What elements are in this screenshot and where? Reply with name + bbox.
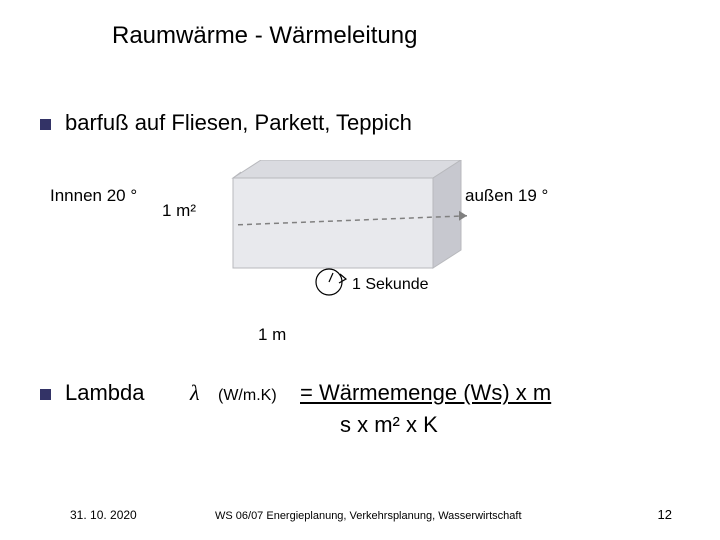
cube-svg [215, 160, 475, 310]
label-length: 1 m [258, 325, 286, 345]
equation-line2: s x m² x K [340, 412, 438, 438]
bullet-square-icon [40, 119, 51, 130]
equation-line1: = Wärmemenge (Ws) x m [300, 380, 551, 406]
clock-icon [316, 269, 346, 295]
footer-date: 31. 10. 2020 [70, 508, 137, 522]
label-innen: Innnen 20 ° [50, 186, 137, 206]
bullet-item-1: barfuß auf Fliesen, Parkett, Teppich [40, 110, 412, 136]
lambda-symbol: λ [190, 380, 200, 406]
bullet-square-icon [40, 389, 51, 400]
footer-center: WS 06/07 Energieplanung, Verkehrsplanung… [215, 510, 522, 522]
slide-title: Raumwärme - Wärmeleitung [112, 22, 417, 50]
label-aussen: außen 19 ° [465, 186, 548, 206]
cube-diagram [215, 160, 475, 315]
bullet2-text: Lambda [65, 380, 145, 405]
lambda-unit: (W/m.K) [218, 387, 277, 405]
bullet-item-2: Lambda [40, 380, 145, 406]
bullet1-text: barfuß auf Fliesen, Parkett, Teppich [65, 110, 412, 135]
label-second: 1 Sekunde [352, 276, 429, 294]
eq1-text: = Wärmemenge (Ws) x m [300, 380, 551, 405]
footer-page: 12 [658, 507, 672, 522]
label-area: 1 m² [162, 201, 196, 221]
